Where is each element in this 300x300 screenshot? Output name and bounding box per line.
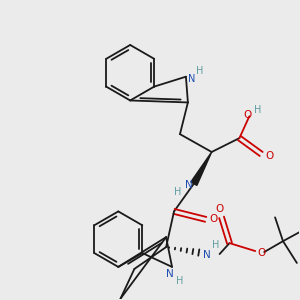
Text: H: H (254, 105, 261, 116)
Text: O: O (257, 248, 265, 258)
Text: N: N (185, 180, 193, 190)
Text: N: N (188, 74, 196, 84)
Text: H: H (212, 240, 219, 250)
Text: H: H (196, 66, 203, 76)
Text: N: N (203, 250, 211, 260)
Text: H: H (174, 187, 182, 196)
Text: N: N (166, 269, 174, 279)
Polygon shape (191, 152, 212, 185)
Text: O: O (265, 151, 273, 161)
Text: O: O (215, 204, 224, 214)
Text: O: O (243, 110, 251, 120)
Text: O: O (209, 214, 218, 224)
Text: H: H (176, 276, 184, 286)
